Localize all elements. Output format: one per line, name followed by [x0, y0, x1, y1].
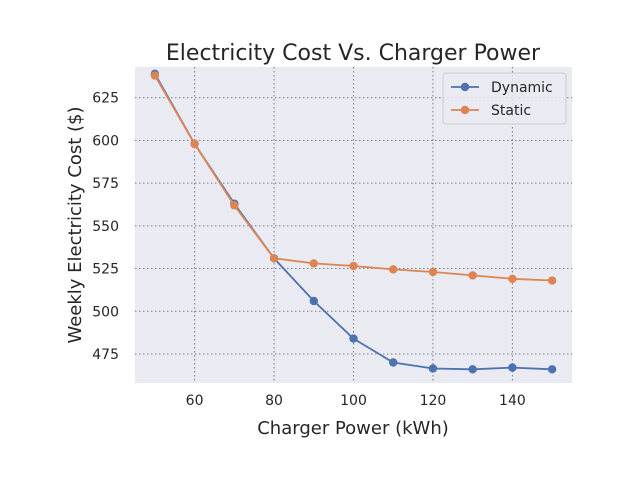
- data-point-static: [508, 274, 517, 284]
- x-tick-label: 120: [420, 393, 447, 409]
- data-point-dynamic: [547, 365, 557, 374]
- legend-label-dynamic: Dynamic: [491, 80, 553, 96]
- data-point-dynamic: [428, 364, 438, 373]
- x-tick-label: 60: [186, 393, 204, 409]
- data-point-static: [389, 265, 398, 274]
- y-tick-label: 500: [92, 304, 119, 320]
- legend-label-static: Static: [491, 103, 531, 119]
- data-point-dynamic: [508, 363, 517, 372]
- x-tick-label: 100: [340, 393, 367, 409]
- data-point-static: [349, 261, 358, 271]
- data-point-static: [468, 271, 477, 280]
- data-point-static: [428, 267, 438, 277]
- y-tick-label: 550: [92, 219, 119, 235]
- legend-marker-dynamic: [460, 82, 470, 92]
- y-tick-label: 575: [92, 176, 119, 192]
- data-point-static: [150, 71, 160, 80]
- legend-marker-static: [460, 105, 470, 115]
- legend: Dynamic Static: [442, 72, 567, 125]
- x-tick-label: 140: [499, 393, 526, 409]
- x-tick-label: 80: [265, 393, 283, 409]
- chart-title: Electricity Cost Vs. Charger Power: [166, 41, 541, 66]
- data-point-static: [190, 139, 199, 149]
- x-axis-ticks: 60 80 100 120 140: [186, 393, 526, 409]
- data-point-static: [230, 201, 239, 210]
- data-point-dynamic: [468, 365, 477, 374]
- y-tick-label: 625: [92, 91, 119, 107]
- y-tick-label: 600: [92, 133, 119, 149]
- x-axis-label: Charger Power (kWh): [257, 418, 449, 439]
- legend-box: [442, 72, 567, 125]
- y-axis-ticks: 475 500 525 550 575 600 625: [92, 91, 119, 363]
- y-axis-label: Weekly Electricity Cost ($): [65, 106, 86, 343]
- data-point-dynamic: [389, 358, 398, 367]
- y-tick-label: 525: [92, 262, 119, 278]
- y-tick-label: 475: [92, 347, 119, 363]
- series-group: [150, 69, 557, 374]
- data-point-static: [269, 254, 279, 263]
- data-point-static: [547, 276, 557, 285]
- data-point-dynamic: [349, 334, 358, 343]
- data-point-static: [309, 259, 318, 268]
- data-point-dynamic: [309, 296, 318, 306]
